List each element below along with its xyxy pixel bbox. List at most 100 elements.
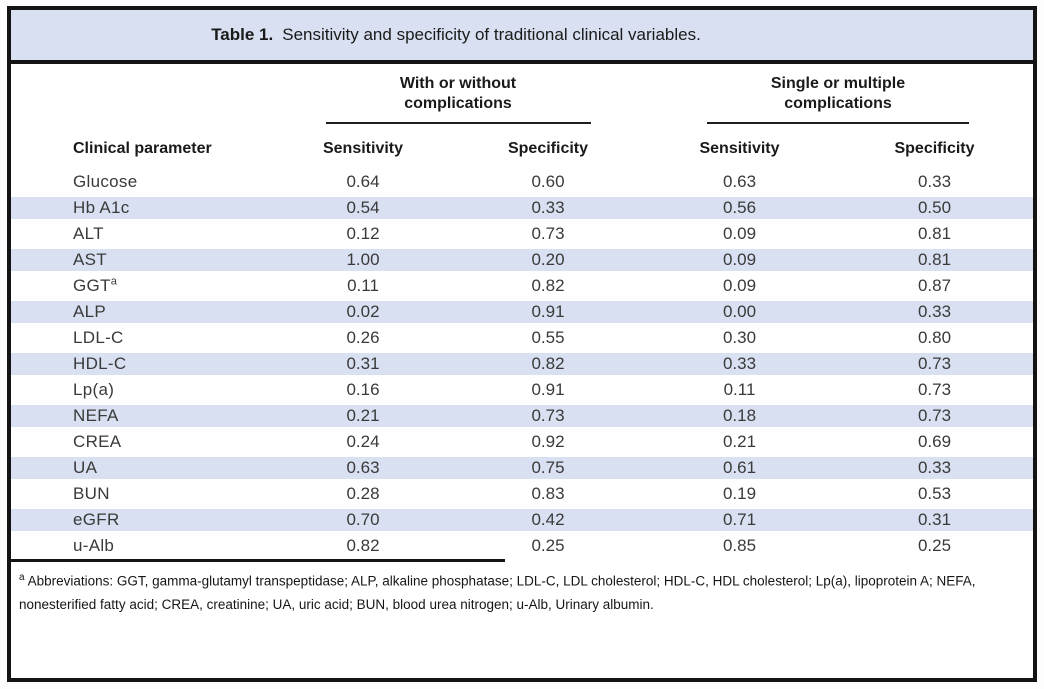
specificity-1-cell: 0.42 xyxy=(453,507,643,533)
sensitivity-2-cell: 0.19 xyxy=(643,481,836,507)
column-header-specificity-2: Specificity xyxy=(894,140,975,157)
specificity-1-cell: 0.73 xyxy=(453,221,643,247)
param-label: AST xyxy=(73,250,107,269)
table-row: HDL-C 0.31 0.82 0.33 0.73 xyxy=(11,351,1033,377)
sensitivity-1-cell: 0.64 xyxy=(273,169,453,195)
specificity-2-cell: 0.81 xyxy=(836,221,1033,247)
sensitivity-1-cell: 0.54 xyxy=(273,195,453,221)
table-row: ALT 0.12 0.73 0.09 0.81 xyxy=(11,221,1033,247)
param-label: CREA xyxy=(73,432,122,451)
column-header-sensitivity-2: Sensitivity xyxy=(699,140,780,157)
specificity-1-cell: 0.82 xyxy=(453,351,643,377)
param-label: Hb A1c xyxy=(73,198,130,217)
group-2-title-line2: complications xyxy=(784,95,892,112)
sensitivity-2-cell: 0.00 xyxy=(643,299,836,325)
param-cell: LDL-C xyxy=(11,325,273,351)
param-label: Glucose xyxy=(73,172,138,191)
group-1-title-line1: With or without xyxy=(399,75,517,92)
group-header-2: Single or multiple complications xyxy=(643,64,1033,125)
specificity-2-cell: 0.33 xyxy=(836,169,1033,195)
sensitivity-2-cell: 0.18 xyxy=(643,403,836,429)
param-label: eGFR xyxy=(73,510,120,529)
param-cell: eGFR xyxy=(11,507,273,533)
data-table: With or without complications Single or … xyxy=(11,64,1033,559)
sensitivity-1-cell: 0.21 xyxy=(273,403,453,429)
table-row: ALP 0.02 0.91 0.00 0.33 xyxy=(11,299,1033,325)
sensitivity-1-cell: 0.70 xyxy=(273,507,453,533)
param-cell: GGTa xyxy=(11,273,273,299)
specificity-2-cell: 0.33 xyxy=(836,455,1033,481)
specificity-1-cell: 0.91 xyxy=(453,377,643,403)
specificity-2-cell: 0.50 xyxy=(836,195,1033,221)
table-row: Hb A1c 0.54 0.33 0.56 0.50 xyxy=(11,195,1033,221)
sensitivity-2-cell: 0.09 xyxy=(643,221,836,247)
param-cell: BUN xyxy=(11,481,273,507)
table-row: CREA 0.24 0.92 0.21 0.69 xyxy=(11,429,1033,455)
sensitivity-1-cell: 1.00 xyxy=(273,247,453,273)
table-row: BUN 0.28 0.83 0.19 0.53 xyxy=(11,481,1033,507)
table-row: u-Alb 0.82 0.25 0.85 0.25 xyxy=(11,533,1033,559)
param-cell: UA xyxy=(11,455,273,481)
sensitivity-1-cell: 0.63 xyxy=(273,455,453,481)
table-body: Glucose 0.64 0.60 0.63 0.33 Hb A1c 0.54 … xyxy=(11,169,1033,559)
specificity-1-cell: 0.60 xyxy=(453,169,643,195)
param-cell: ALP xyxy=(11,299,273,325)
table-title-bar: Table 1. Sensitivity and specificity of t… xyxy=(11,10,1033,64)
table-row: NEFA 0.21 0.73 0.18 0.73 xyxy=(11,403,1033,429)
table-row: AST 1.00 0.20 0.09 0.81 xyxy=(11,247,1033,273)
sensitivity-1-cell: 0.16 xyxy=(273,377,453,403)
table-frame: Table 1. Sensitivity and specificity of t… xyxy=(7,6,1037,682)
param-cell: CREA xyxy=(11,429,273,455)
group-header-spacer xyxy=(11,64,273,125)
param-cell: Hb A1c xyxy=(11,195,273,221)
sensitivity-1-cell: 0.11 xyxy=(273,273,453,299)
table-row: GGTa 0.11 0.82 0.09 0.87 xyxy=(11,273,1033,299)
param-label: u-Alb xyxy=(73,536,115,555)
group-header-row: With or without complications Single or … xyxy=(11,64,1033,125)
footnote-text: Abbreviations: GGT, gamma-glutamyl trans… xyxy=(19,573,976,613)
specificity-1-cell: 0.92 xyxy=(453,429,643,455)
specificity-1-cell: 0.33 xyxy=(453,195,643,221)
sensitivity-2-cell: 0.85 xyxy=(643,533,836,559)
sensitivity-2-cell: 0.09 xyxy=(643,273,836,299)
specificity-1-cell: 0.55 xyxy=(453,325,643,351)
param-superscript: a xyxy=(110,275,118,288)
specificity-1-cell: 0.75 xyxy=(453,455,643,481)
specificity-2-cell: 0.25 xyxy=(836,533,1033,559)
sensitivity-1-cell: 0.28 xyxy=(273,481,453,507)
specificity-2-cell: 0.53 xyxy=(836,481,1033,507)
sensitivity-1-cell: 0.31 xyxy=(273,351,453,377)
specificity-1-cell: 0.20 xyxy=(453,247,643,273)
group-1-rule xyxy=(325,122,591,124)
specificity-2-cell: 0.80 xyxy=(836,325,1033,351)
param-label: GGT xyxy=(73,276,111,295)
specificity-2-cell: 0.81 xyxy=(836,247,1033,273)
sensitivity-2-cell: 0.21 xyxy=(643,429,836,455)
sensitivity-2-cell: 0.30 xyxy=(643,325,836,351)
table-caption: Sensitivity and specificity of tradition… xyxy=(282,25,701,44)
column-label-row: Clinical parameter Sensitivity Specifici… xyxy=(11,125,1033,169)
group-1-title-line2: complications xyxy=(404,95,512,112)
sensitivity-2-cell: 0.09 xyxy=(643,247,836,273)
table-row: Glucose 0.64 0.60 0.63 0.33 xyxy=(11,169,1033,195)
param-cell: u-Alb xyxy=(11,533,273,559)
table-row: Lp(a) 0.16 0.91 0.11 0.73 xyxy=(11,377,1033,403)
specificity-1-cell: 0.82 xyxy=(453,273,643,299)
specificity-2-cell: 0.73 xyxy=(836,377,1033,403)
sensitivity-1-cell: 0.24 xyxy=(273,429,453,455)
param-label: ALP xyxy=(73,302,107,321)
column-header-specificity-1: Specificity xyxy=(507,140,589,157)
table-number: Table 1. xyxy=(211,25,274,44)
sensitivity-2-cell: 0.56 xyxy=(643,195,836,221)
param-label: UA xyxy=(73,458,98,477)
table-row: UA 0.63 0.75 0.61 0.33 xyxy=(11,455,1033,481)
specificity-2-cell: 0.33 xyxy=(836,299,1033,325)
specificity-1-cell: 0.73 xyxy=(453,403,643,429)
specificity-1-cell: 0.25 xyxy=(453,533,643,559)
specificity-2-cell: 0.73 xyxy=(836,403,1033,429)
column-header-clinical-parameter: Clinical parameter xyxy=(73,140,212,157)
param-cell: HDL-C xyxy=(11,351,273,377)
sensitivity-2-cell: 0.71 xyxy=(643,507,836,533)
specificity-2-cell: 0.69 xyxy=(836,429,1033,455)
param-cell: NEFA xyxy=(11,403,273,429)
